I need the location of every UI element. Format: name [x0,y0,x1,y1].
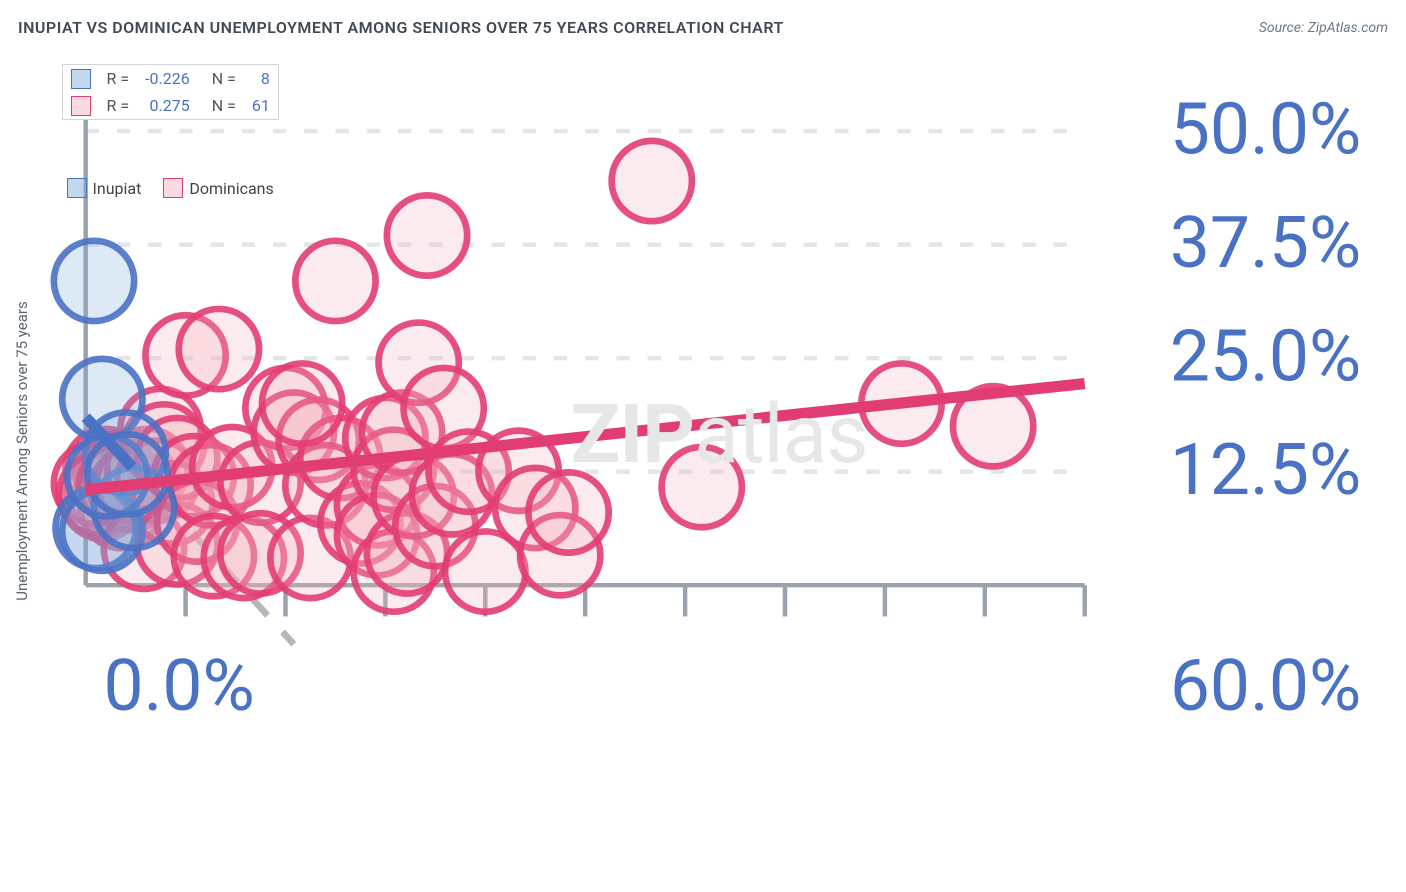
svg-text:0.0%: 0.0% [104,645,255,719]
inupiat-r-value: -0.226 [137,65,198,92]
n-label: N = [198,65,244,92]
dominicans-label: Dominicans [189,179,273,198]
n-label: N = [198,92,244,119]
svg-text:50.0%: 50.0% [1170,88,1361,171]
legend-item-dominicans: Dominicans [163,178,273,198]
correlation-legend: R = -0.226 N = 8 R = 0.275 N = 61 [62,64,279,120]
y-axis-label: Unemployment Among Seniors over 75 years [13,301,31,600]
svg-text:25.0%: 25.0% [1170,315,1361,398]
svg-text:37.5%: 37.5% [1170,202,1361,285]
dominicans-r-value: 0.275 [137,92,198,119]
dominicans-swatch [71,96,91,116]
legend-item-inupiat: Inupiat [67,178,142,198]
svg-text:12.5%: 12.5% [1170,429,1361,512]
inupiat-label: Inupiat [93,179,142,198]
scatter-plot: 12.5% 25.0% 37.5% 50.0% 0.0% 60.0% [50,50,1388,719]
series-legend: Inupiat Dominicans [67,178,274,198]
dominicans-swatch-icon [163,178,183,198]
chart-title: INUPIAT VS DOMINICAN UNEMPLOYMENT AMONG … [18,18,784,37]
chart-area: Unemployment Among Seniors over 75 years… [50,50,1388,852]
r-label: R = [99,92,138,119]
inupiat-swatch [71,69,91,89]
inupiat-swatch-icon [67,178,87,198]
legend-row-dominicans: R = 0.275 N = 61 [63,92,278,119]
r-label: R = [99,65,138,92]
legend-row-inupiat: R = -0.226 N = 8 [63,65,278,92]
inupiat-n-value: 8 [244,65,278,92]
dominicans-n-value: 61 [244,92,278,119]
chart-source: Source: ZipAtlas.com [1259,20,1388,36]
svg-text:60.0%: 60.0% [1170,645,1361,719]
